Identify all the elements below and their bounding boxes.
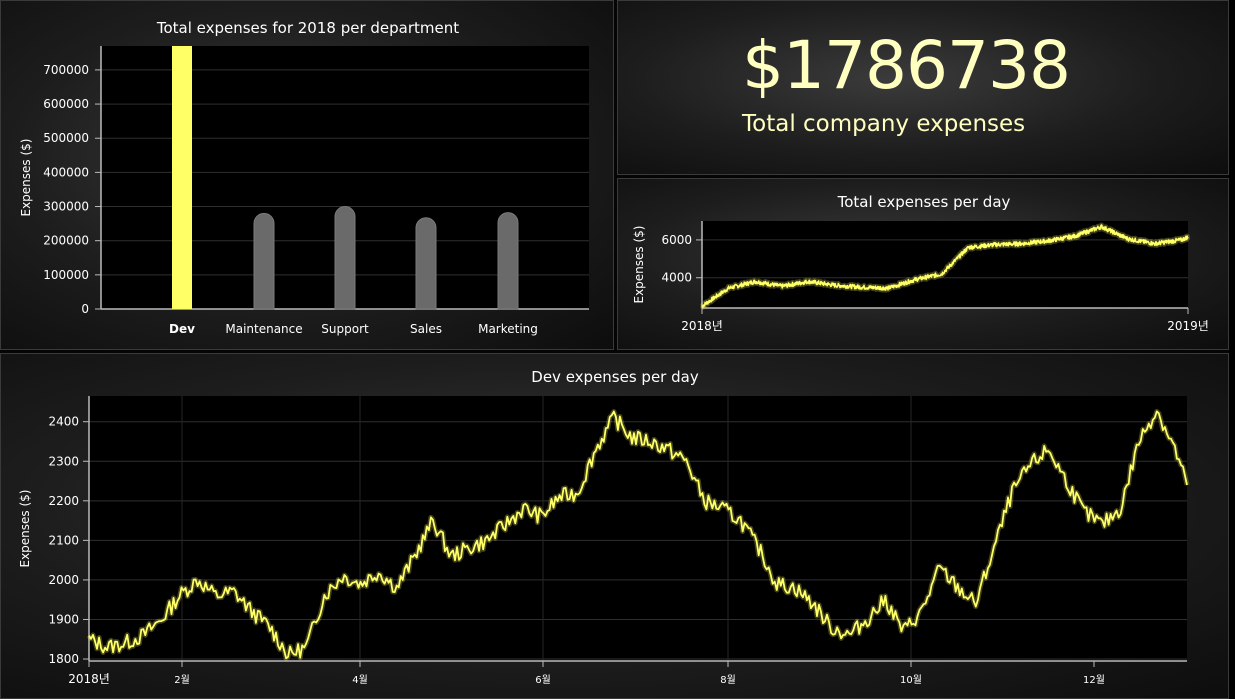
x-tick-label: Marketing [478,322,538,336]
chart-title: Total expenses for 2018 per department [156,19,459,37]
department-expenses-panel: 0 100000 200000 300000 400000 500000 600000 700… [0,0,614,350]
expenses-per-day-panel: 4000 6000 2018년 2019년 Total expenses per day… [617,178,1229,350]
total-expenses-label: Total company expenses [742,111,1026,137]
plot-area [89,396,1187,661]
series-line [701,224,1189,308]
y-tick-label: 2100 [48,533,79,547]
bar [172,46,192,309]
y-tick-label: 100000 [43,268,89,282]
total-expenses-value: $1786738 [742,27,1071,104]
x-tick-label: 2월 [174,674,190,686]
y-tick-label: 1900 [48,612,79,626]
x-tick-label: 8월 [720,674,736,686]
window-edge [1229,0,1235,699]
y-tick-label: 600000 [43,97,89,111]
x-tick-label: Sales [410,322,442,336]
y-tick-label: 2000 [48,573,79,587]
chart-title: Dev expenses per day [531,368,699,386]
y-tick-label: 2300 [48,454,79,468]
chart-title: Total expenses per day [837,193,1011,211]
y-tick-label: 300000 [43,200,89,214]
expenses-per-day-chart: 4000 6000 2018년 2019년 Total expenses per day… [632,193,1209,333]
dev-expenses-panel: 1800 1900 2000 2100 2200 2300 2400 2018년 2월 4월 6월 8… [0,353,1229,699]
y-tick-label: 500000 [43,131,89,145]
bar [253,212,275,310]
y-tick-label: 2200 [48,494,79,508]
series-line [88,410,1188,660]
total-expenses-panel: $1786738 Total company expenses [617,0,1229,175]
dev-expenses-chart: 1800 1900 2000 2100 2200 2300 2400 2018년 2월 4월 6월 8… [18,368,1190,686]
x-tick-label: 10월 [900,674,922,686]
x-tick-label: Dev [169,322,195,336]
y-tick-label: 1800 [48,652,79,666]
x-tick-label: 6월 [535,674,551,686]
bar [497,212,519,310]
y-tick-label: 4000 [661,271,692,285]
y-axis-label: Expenses ($) [632,226,646,304]
x-tick-label: 2018년 [68,672,110,686]
y-tick-label: 0 [81,302,89,316]
x-tick-label: 2018년 [681,319,723,333]
x-tick-label: 12월 [1083,674,1105,686]
plot-area [702,221,1188,308]
y-tick-label: 6000 [661,233,692,247]
x-tick-label: 2019년 [1167,319,1209,333]
y-tick-label: 400000 [43,165,89,179]
department-expenses-chart: 0 100000 200000 300000 400000 500000 600000 700… [19,19,589,336]
y-tick-label: 200000 [43,234,89,248]
x-tick-label: Maintenance [225,322,302,336]
y-axis-label: Expenses ($) [18,490,32,568]
y-tick-label: 2400 [48,415,79,429]
x-tick-label: 4월 [352,674,368,686]
x-tick-label: Support [321,322,369,336]
y-axis-label: Expenses ($) [19,139,33,217]
bar [334,206,356,310]
bar [415,217,437,310]
y-tick-label: 700000 [43,63,89,77]
